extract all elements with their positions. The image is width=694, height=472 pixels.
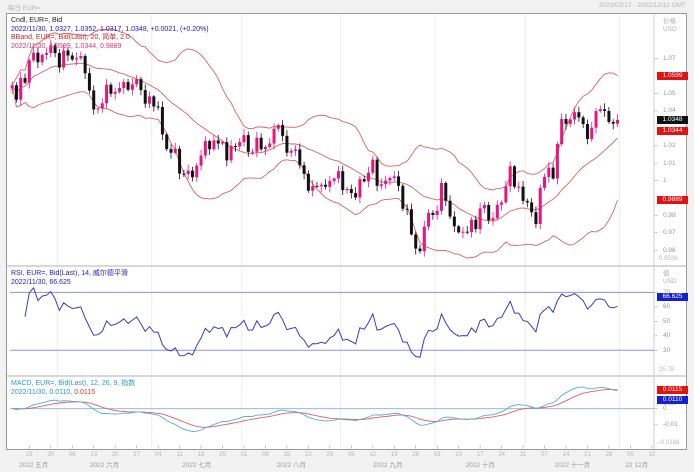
price-panel-legend: Cndl, EUR=, Bid 2022/11/30, 1.0327, 1.03… bbox=[11, 17, 209, 51]
price-axis-header: 价格 USD bbox=[663, 18, 677, 33]
price-axis-tick: 1.02 bbox=[663, 142, 676, 150]
x-axis-day-label: 17 bbox=[476, 452, 484, 458]
last-value-badge: 1.0344 bbox=[657, 126, 688, 135]
x-axis-day-label: 30 bbox=[47, 452, 55, 458]
x-axis-day-label: 05 bbox=[627, 452, 634, 458]
x-axis-day-label: 12 bbox=[648, 452, 656, 458]
chart-interval-symbol-label[interactable]: 每日 EUR= bbox=[8, 5, 41, 12]
chart-frame: Cndl, EUR=, Bid 2022/11/30, 1.0327, 1.03… bbox=[6, 13, 688, 450]
macd-series-values: 2022/11/30, 0.0110, 0.0115 bbox=[11, 389, 135, 398]
x-axis-day-label: 25 bbox=[219, 452, 226, 458]
x-axis-month-label: 2022 十月 bbox=[465, 462, 495, 469]
rsi-axis-tick: 30 bbox=[663, 346, 671, 354]
rsi-panel-legend: RSI, EUR=, Bid(Last), 14, 威尔德平滑 2022/11/… bbox=[11, 270, 128, 287]
x-axis-day-label: 18 bbox=[197, 452, 205, 458]
x-axis-day-label: 04 bbox=[154, 452, 162, 458]
price-axis-tick: 1.05 bbox=[663, 90, 676, 98]
candle-series-label: Cndl, EUR=, Bid bbox=[11, 17, 63, 24]
rsi-axis-header: 值 USD bbox=[663, 270, 677, 285]
bband-series-values: 2022/11/30, 1.0599, 1.0344, 0.9889 bbox=[11, 42, 122, 50]
x-axis-day-label: 22 bbox=[305, 452, 312, 458]
last-value-badge: 1.0348 bbox=[657, 116, 688, 125]
rsi-axis-tick: 70 bbox=[663, 289, 670, 296]
macd-axis-min-label: -0.0188 bbox=[659, 440, 680, 446]
x-axis-day-label: 23 bbox=[25, 452, 33, 458]
x-axis-day-label: 05 bbox=[347, 452, 355, 458]
macd-value: 2022/11/30, 0.0110, bbox=[11, 388, 73, 396]
macd-signal-value: 0.0115 bbox=[74, 388, 96, 396]
x-axis-day-label: 28 bbox=[605, 452, 613, 458]
rsi-axis-tick: 40 bbox=[663, 332, 671, 340]
price-axis-tick: 1.07 bbox=[663, 55, 676, 63]
rsi-axis-tick: 50 bbox=[663, 317, 671, 325]
x-axis-day-label: 01 bbox=[240, 452, 248, 458]
x-axis-month-label: 2022 六月 bbox=[89, 462, 120, 469]
x-axis-day-label: 27 bbox=[133, 452, 140, 458]
x-axis-day-label: 26 bbox=[412, 452, 420, 458]
x-axis-day-label: 31 bbox=[519, 452, 527, 458]
macd-axis-tick: 0 bbox=[663, 405, 667, 413]
macd-axis-tick: -0.01 bbox=[663, 421, 678, 429]
price-axis-tick: 1 bbox=[663, 177, 667, 185]
price-axis-tick: 0.96 bbox=[663, 246, 676, 254]
x-axis-day-label: 15 bbox=[283, 452, 291, 458]
x-axis-month-label: 2022 八月 bbox=[276, 462, 306, 469]
chart-titlebar: 每日 EUR= 2022/02/17 - 2022/12/12 GMT bbox=[0, 0, 694, 13]
x-axis-day-label: 20 bbox=[111, 452, 119, 458]
macd-panel-legend: MACD, EUR=, Bid(Last), 12, 26, 9, 指数 202… bbox=[11, 380, 135, 397]
x-axis-day-label: 21 bbox=[584, 452, 591, 458]
macd-value-badge: 0.0110 bbox=[657, 395, 688, 404]
rsi-value-badge: 66.625 bbox=[657, 293, 688, 302]
rsi-axis-tick: 60 bbox=[663, 303, 671, 311]
price-axis-min-label: 0.9526 bbox=[659, 256, 678, 262]
price-axis-tick: 1.01 bbox=[663, 159, 676, 167]
x-axis-day-label: 08 bbox=[262, 452, 269, 458]
x-axis-month-label: 2022 十一月 bbox=[554, 462, 591, 469]
x-axis-month-label: 2022 五月 bbox=[18, 462, 49, 469]
chart-canvas[interactable] bbox=[7, 14, 686, 449]
x-axis-day-label: 19 bbox=[390, 452, 398, 458]
x-axis-day-label: 12 bbox=[369, 452, 377, 458]
macd-value-badge: 0.0115 bbox=[657, 385, 688, 394]
x-axis-month-label: 2022 七月 bbox=[182, 462, 212, 469]
price-axis-tick: 1.04 bbox=[663, 107, 676, 115]
bband-series-label: BBand, EUR=, Bid(Last), 20, 简单, 2.0 bbox=[11, 34, 130, 41]
x-axis-day-label: 10 bbox=[455, 452, 462, 458]
x-axis-day-label: 07 bbox=[541, 452, 548, 458]
rsi-series-label: RSI, EUR=, Bid(Last), 14, 威尔德平滑 bbox=[11, 270, 128, 277]
chart-date-range-label: 2022/02/17 - 2022/12/12 GMT bbox=[598, 2, 686, 9]
last-value-badge: 1.0599 bbox=[657, 72, 688, 81]
macd-series-label: MACD, EUR=, Bid(Last), 12, 26, 9, 指数 bbox=[11, 380, 136, 387]
candle-series-values: 2022/11/30, 1.0327, 1.0352, 1.0317, 1.03… bbox=[11, 25, 209, 33]
last-value-badge: 0.9889 bbox=[657, 195, 688, 204]
price-axis-tick: 0.98 bbox=[663, 211, 676, 219]
x-axis-day-label: 06 bbox=[68, 452, 76, 458]
rsi-series-values: 2022/11/30, 66.625 bbox=[11, 278, 71, 286]
x-axis-day-label: 13 bbox=[90, 452, 98, 458]
x-axis-month-label: 2022 九月 bbox=[373, 462, 403, 469]
price-axis-tick: 0.97 bbox=[663, 229, 676, 237]
x-axis-day-label: 14 bbox=[562, 452, 570, 458]
x-axis-day-label: 11 bbox=[176, 452, 183, 458]
x-axis-month-label: 22 12月 bbox=[625, 462, 649, 469]
x-axis-day-label: 29 bbox=[326, 452, 334, 458]
rsi-axis-min-label: 25.78 bbox=[659, 367, 675, 373]
x-axis-day-label: 03 bbox=[433, 452, 441, 458]
x-axis-day-label: 24 bbox=[498, 452, 505, 458]
